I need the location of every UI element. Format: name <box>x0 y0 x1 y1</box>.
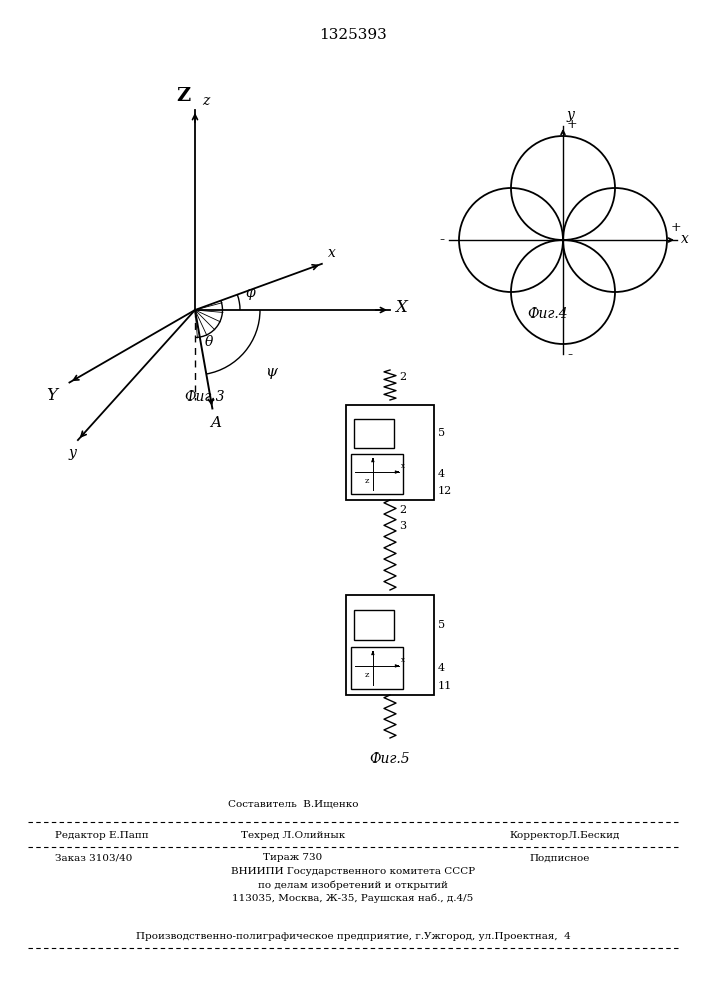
Text: 113035, Москва, Ж-35, Раушская наб., д.4/5: 113035, Москва, Ж-35, Раушская наб., д.4… <box>233 893 474 903</box>
Text: Составитель  В.Ищенко: Составитель В.Ищенко <box>228 799 358 808</box>
Text: A: A <box>210 416 221 430</box>
Text: +: + <box>671 221 682 234</box>
Text: -: - <box>567 348 572 362</box>
Bar <box>346 405 434 500</box>
Bar <box>354 419 394 448</box>
Text: 11: 11 <box>438 681 452 691</box>
Bar <box>351 647 403 689</box>
Text: Производственно-полиграфическое предприятие, г.Ужгород, ул.Проектная,  4: Производственно-полиграфическое предприя… <box>136 932 571 941</box>
Text: -: - <box>440 233 445 247</box>
Text: z: z <box>365 477 369 485</box>
Text: 3: 3 <box>399 521 406 531</box>
Text: φ: φ <box>245 286 255 300</box>
Text: Заказ 3103/40: Заказ 3103/40 <box>55 854 132 862</box>
Bar <box>346 595 434 695</box>
Text: Фиг.4: Фиг.4 <box>527 307 568 321</box>
Text: Фиг.5: Фиг.5 <box>370 752 410 766</box>
Text: 5: 5 <box>438 620 445 630</box>
Text: Техред Л.Олийнык: Техред Л.Олийнык <box>241 830 345 840</box>
Text: x: x <box>681 232 689 246</box>
Text: по делам изобретений и открытий: по делам изобретений и открытий <box>258 880 448 890</box>
Text: x: x <box>401 656 405 664</box>
Bar <box>351 454 403 494</box>
Text: 12: 12 <box>438 486 452 496</box>
Text: 4: 4 <box>438 663 445 673</box>
Text: 1325393: 1325393 <box>319 28 387 42</box>
Text: 4: 4 <box>438 469 445 479</box>
Text: Фиг.3: Фиг.3 <box>185 390 226 404</box>
Text: Редактор Е.Папп: Редактор Е.Папп <box>55 830 148 840</box>
Text: X: X <box>395 300 407 316</box>
Text: Тираж 730: Тираж 730 <box>264 854 322 862</box>
Text: ψ: ψ <box>265 365 277 379</box>
Text: Подписное: Подписное <box>530 854 590 862</box>
Text: x: x <box>328 246 336 260</box>
Text: y: y <box>69 446 77 460</box>
Text: +: + <box>567 118 578 131</box>
Text: z: z <box>202 94 209 108</box>
Text: 2: 2 <box>399 505 406 515</box>
Text: x: x <box>401 462 405 470</box>
Text: КорректорЛ.Бескид: КорректорЛ.Бескид <box>510 830 620 840</box>
Text: Y: Y <box>47 386 57 403</box>
Bar <box>354 610 394 640</box>
Text: ВНИИПИ Государственного комитета СССР: ВНИИПИ Государственного комитета СССР <box>231 867 475 876</box>
Text: θ: θ <box>205 335 214 349</box>
Text: z: z <box>365 671 369 679</box>
Text: Z: Z <box>176 87 190 105</box>
Text: y: y <box>567 108 575 122</box>
Text: 2: 2 <box>399 372 406 382</box>
Text: 5: 5 <box>438 428 445 438</box>
